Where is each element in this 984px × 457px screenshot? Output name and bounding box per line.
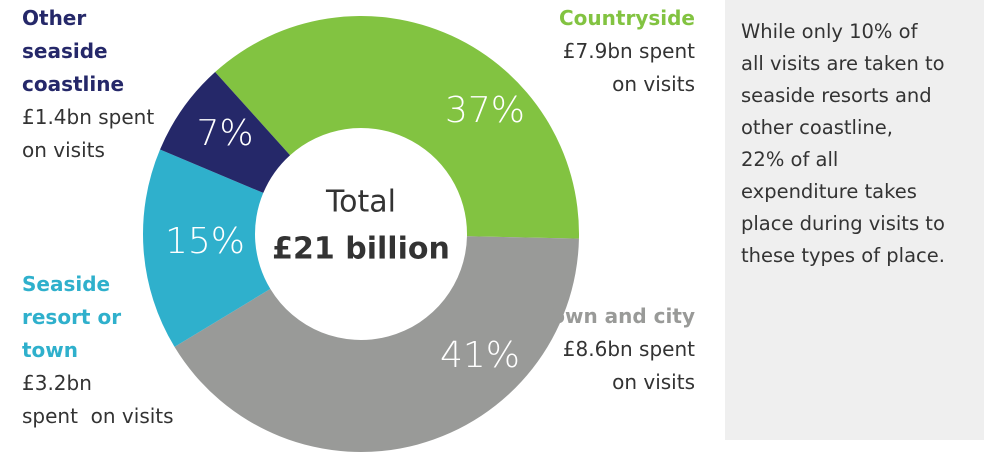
slice-label: 37% xyxy=(445,90,525,131)
donut-slice xyxy=(215,15,580,239)
sidebar: While only 10% of all visits are taken to… xyxy=(725,0,984,440)
slice-label: 15% xyxy=(165,221,245,262)
sidebar-line: While only 10% of xyxy=(741,20,918,43)
sidebar-line: seaside resorts and xyxy=(741,84,932,107)
slice-label: 7% xyxy=(196,113,253,154)
category-label: Other seaside coastline £1.4bn spent on vi… xyxy=(22,2,172,167)
category-description: on visits xyxy=(612,370,695,394)
slice-label: 41% xyxy=(440,335,520,376)
sidebar-line: place during visits to xyxy=(741,212,945,235)
category-description: £8.6bn spent xyxy=(562,337,695,361)
sidebar-line: 22% of all xyxy=(741,148,839,171)
sidebar-line: expenditure takes xyxy=(741,180,917,203)
donut-slice xyxy=(160,71,291,193)
category-name: Seaside resort or town xyxy=(22,272,122,362)
donut-slice xyxy=(142,149,271,347)
category-name: Other seaside coastline xyxy=(22,6,125,96)
sidebar-line: these types of place. xyxy=(741,244,945,267)
sidebar-line: other coastline, xyxy=(741,116,893,139)
category-label: Town and city £8.6bn spent on visits xyxy=(540,300,695,399)
center-total: £21 billion xyxy=(272,232,450,267)
sidebar-line: all visits are taken to xyxy=(741,52,945,75)
category-label: Countryside £7.9bn spent on visits xyxy=(559,2,695,101)
category-description: spent on visits xyxy=(22,404,174,428)
category-name: Countryside xyxy=(559,6,695,30)
category-description: on visits xyxy=(22,138,105,162)
category-description: £1.4bn spent xyxy=(22,105,155,129)
category-description: £7.9bn spent xyxy=(562,39,695,63)
category-description: on visits xyxy=(612,72,695,96)
center-text: Total xyxy=(325,185,396,220)
category-name: Town and city xyxy=(540,304,695,328)
category-description: £3.2bn xyxy=(22,371,92,395)
donut-slice xyxy=(174,236,579,453)
category-label: Seaside resort or town £3.2bn spent on vis… xyxy=(22,268,174,433)
